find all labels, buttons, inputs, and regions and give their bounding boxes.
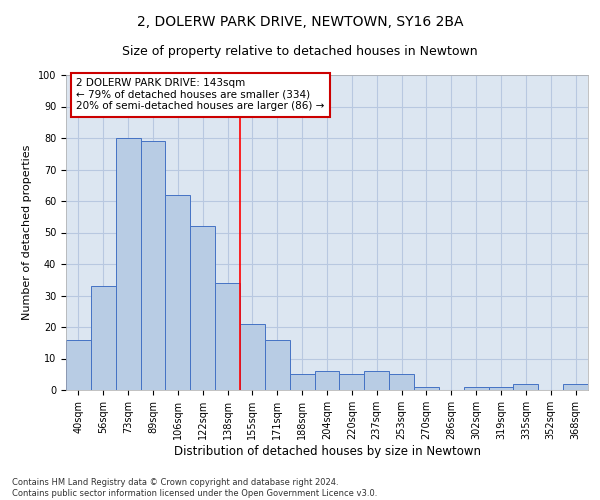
Text: 2, DOLERW PARK DRIVE, NEWTOWN, SY16 2BA: 2, DOLERW PARK DRIVE, NEWTOWN, SY16 2BA [137, 15, 463, 29]
Bar [389, 374, 414, 390]
Bar [464, 387, 488, 390]
Bar [116, 138, 140, 390]
Y-axis label: Number of detached properties: Number of detached properties [22, 145, 32, 320]
Bar [215, 283, 240, 390]
Bar [66, 340, 91, 390]
Text: 2 DOLERW PARK DRIVE: 143sqm
← 79% of detached houses are smaller (334)
20% of se: 2 DOLERW PARK DRIVE: 143sqm ← 79% of det… [76, 78, 325, 112]
Text: Size of property relative to detached houses in Newtown: Size of property relative to detached ho… [122, 45, 478, 58]
Bar [190, 226, 215, 390]
Bar [265, 340, 290, 390]
Bar [91, 286, 116, 390]
Bar [290, 374, 314, 390]
Bar [364, 371, 389, 390]
Bar [488, 387, 514, 390]
Bar [340, 374, 364, 390]
Bar [314, 371, 340, 390]
Bar [140, 141, 166, 390]
Bar [563, 384, 588, 390]
X-axis label: Distribution of detached houses by size in Newtown: Distribution of detached houses by size … [173, 444, 481, 458]
Bar [166, 194, 190, 390]
Bar [414, 387, 439, 390]
Bar [240, 324, 265, 390]
Bar [514, 384, 538, 390]
Text: Contains HM Land Registry data © Crown copyright and database right 2024.
Contai: Contains HM Land Registry data © Crown c… [12, 478, 377, 498]
